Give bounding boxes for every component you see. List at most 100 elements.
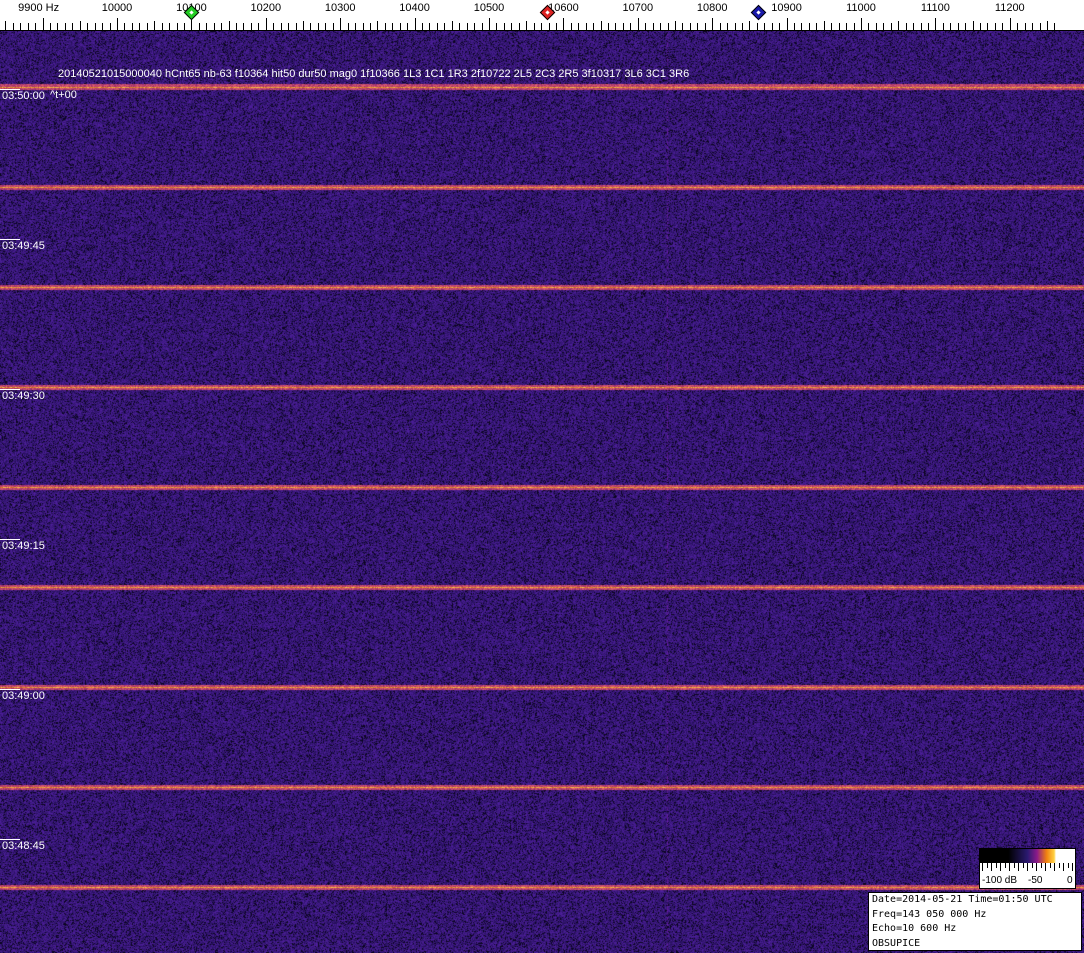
scale-tick: [779, 23, 781, 30]
scale-tick: [87, 23, 89, 30]
scale-tick: [875, 23, 877, 30]
time-tick: [0, 239, 20, 240]
scale-tick: [228, 21, 230, 30]
color-bar-tick: [1067, 863, 1069, 868]
scale-tick: [905, 23, 907, 30]
scale-tick: [868, 23, 870, 30]
status-date-time: Date=2014-05-21 Time=01:50 UTC: [872, 894, 1053, 905]
scale-tick: [756, 23, 758, 30]
scale-tick: [79, 21, 81, 30]
scale-tick: [243, 23, 245, 30]
scale-tick: [890, 23, 892, 30]
scale-tick: [444, 23, 446, 30]
scale-tick: [719, 23, 721, 30]
scale-tick: [667, 23, 669, 30]
scale-tick: [533, 23, 535, 30]
scale-tick: [883, 23, 885, 30]
scale-tick: [57, 23, 59, 30]
scale-tick: [920, 23, 922, 30]
time-label: 03:49:30: [2, 390, 45, 402]
scale-tick: [1047, 21, 1048, 30]
scale-tick: [131, 23, 133, 30]
scale-tick: [384, 23, 386, 30]
frequency-label: 10400: [399, 2, 430, 14]
time-tick: [0, 389, 20, 390]
scale-tick: [1024, 23, 1026, 30]
status-box: Date=2014-05-21 Time=01:50 UTC Freq=143 …: [868, 892, 1082, 951]
scale-tick: [169, 23, 171, 30]
scale-tick: [771, 23, 773, 30]
scale-tick: [1009, 18, 1011, 30]
scale-tick: [994, 23, 996, 30]
scale-tick: [801, 23, 803, 30]
scale-tick: [213, 23, 215, 30]
scale-tick: [154, 21, 156, 30]
scale-tick: [42, 18, 44, 30]
color-bar-label-min: -100 dB: [982, 875, 1018, 886]
time-tick: [0, 839, 20, 840]
scale-tick: [972, 21, 974, 30]
scale-tick: [749, 21, 751, 30]
waterfall-display: [0, 31, 1084, 953]
scale-tick: [898, 21, 900, 30]
color-bar-tick: [995, 863, 997, 868]
color-bar-tick: [1009, 863, 1010, 871]
scale-tick: [600, 21, 602, 30]
time-label: 03:48:45: [2, 840, 45, 852]
scale-tick: [273, 23, 275, 30]
scale-tick: [987, 23, 989, 30]
scale-tick: [303, 21, 304, 30]
color-bar-tick: [1045, 863, 1046, 871]
frequency-label: 11000: [846, 2, 876, 14]
scale-tick: [786, 18, 788, 30]
scale-tick: [942, 23, 944, 30]
color-bar-tick: [1036, 863, 1037, 871]
status-echo: Echo=10 600 Hz: [872, 923, 957, 934]
scale-tick: [913, 23, 915, 30]
scale-tick: [808, 23, 810, 30]
scale-tick: [280, 23, 282, 30]
frequency-label: 10000: [101, 2, 133, 14]
scale-tick: [496, 23, 498, 30]
scale-tick: [727, 23, 729, 30]
scale-tick: [146, 23, 148, 30]
scale-tick: [117, 18, 118, 30]
scale-tick: [980, 23, 982, 30]
scale-tick: [518, 23, 520, 30]
scale-tick: [660, 23, 662, 30]
color-bar-label-mid: -50: [1028, 875, 1043, 886]
color-bar-tick: [1022, 863, 1024, 868]
scale-tick: [474, 23, 476, 30]
time-tick: [0, 689, 20, 690]
scale-tick: [697, 23, 699, 30]
color-bar-legend: -100 dB -50 0: [979, 848, 1076, 889]
scale-tick: [355, 23, 357, 30]
scale-tick: [1054, 23, 1056, 30]
scale-tick: [109, 23, 111, 30]
scale-tick: [436, 23, 438, 30]
scale-tick: [236, 23, 238, 30]
scale-tick: [585, 23, 587, 30]
color-gradient: [980, 849, 1075, 863]
time-label: 03:49:45: [2, 240, 45, 252]
blue-marker-icon[interactable]: [750, 4, 766, 21]
scale-tick: [481, 23, 483, 30]
scale-tick: [206, 23, 208, 30]
time-tick: [0, 89, 20, 90]
scale-tick: [317, 23, 319, 30]
scale-tick: [20, 23, 22, 30]
scale-tick: [541, 23, 543, 30]
scale-tick: [102, 23, 104, 30]
scale-tick: [5, 21, 7, 30]
color-bar-tick: [1000, 863, 1001, 871]
scale-tick: [191, 18, 193, 30]
color-bar-tick: [1027, 863, 1028, 871]
color-bar-tick: [991, 863, 992, 871]
scale-tick: [392, 23, 394, 30]
color-bar-tick: [1040, 863, 1042, 868]
frequency-label: 10800: [696, 2, 728, 14]
scale-tick: [838, 23, 840, 30]
scale-tick: [72, 23, 74, 30]
frequency-label: 10500: [473, 2, 505, 14]
frequency-label: 10700: [622, 2, 654, 14]
